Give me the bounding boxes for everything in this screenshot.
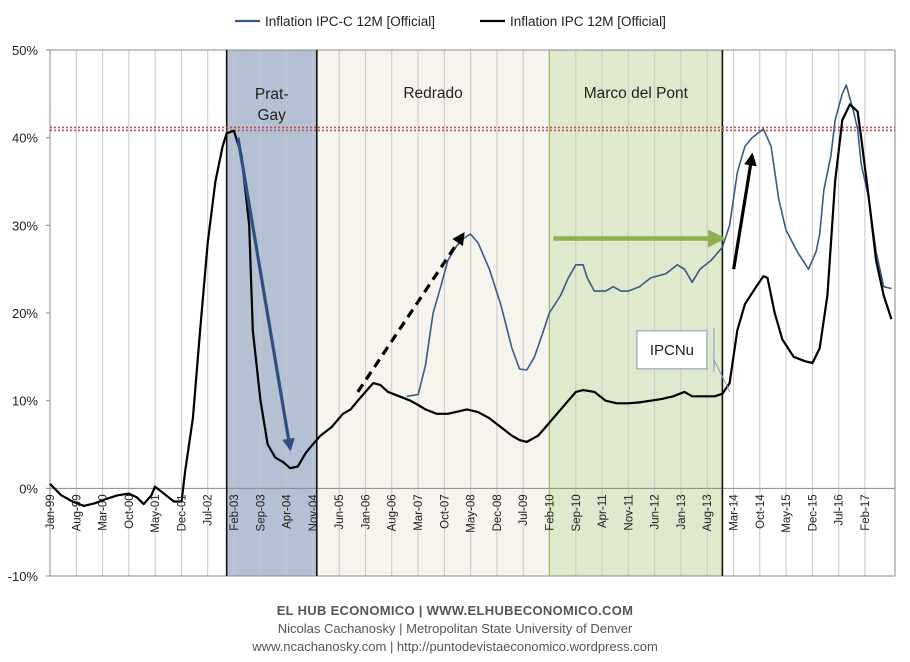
x-tick-label: Feb-10 xyxy=(544,494,556,530)
legend-label: Inflation IPC 12M [Official] xyxy=(510,14,666,29)
x-tick-label: Jul-02 xyxy=(203,494,215,525)
x-tick-label: Apr-04 xyxy=(282,494,294,529)
x-tick-label: Oct-14 xyxy=(755,494,767,529)
x-tick-label: Mar-14 xyxy=(729,494,741,531)
x-tick-label: Nov-11 xyxy=(623,494,635,530)
footer-author: Nicolas Cachanosky | Metropolitan State … xyxy=(277,621,633,636)
x-axis-labels: Jan-99 Aug-99 Mar-00 Oct-00 May-01 Dec-01 Jul-… xyxy=(45,494,872,533)
period-label: Prat-Prat-Gay xyxy=(255,86,289,103)
x-tick-label: Nov-04 xyxy=(308,494,320,532)
x-tick-label: Jul-16 xyxy=(834,494,846,525)
legend: Inflation IPC-C 12M [Official] Inflation … xyxy=(235,14,666,29)
y-tick-label: -10% xyxy=(8,569,39,584)
x-tick-label: Mar-07 xyxy=(413,494,425,530)
x-tick-label: Oct-00 xyxy=(124,494,136,529)
period-label: Marco del Pont xyxy=(584,85,689,102)
x-tick-label: Dec-01 xyxy=(176,494,188,531)
y-tick-label: 30% xyxy=(12,218,38,233)
x-tick-label: Apr-11 xyxy=(597,494,609,528)
x-tick-label: Sep-03 xyxy=(255,494,267,531)
x-tick-label: Aug-13 xyxy=(702,494,714,531)
x-tick-label: Jan-13 xyxy=(676,494,688,529)
plot-frame xyxy=(46,49,896,577)
y-tick-label: 10% xyxy=(12,394,38,409)
y-tick-label: 50% xyxy=(12,43,38,58)
x-tick-label: Dec-08 xyxy=(492,494,504,531)
trend-arrow xyxy=(236,137,295,452)
x-tick-label: Jun-05 xyxy=(334,494,346,529)
trend-arrow xyxy=(356,231,465,393)
series-lines xyxy=(49,84,893,507)
series-line xyxy=(406,84,892,398)
ipcnu-callout-line xyxy=(713,359,731,393)
x-tick-label: Sep-10 xyxy=(571,494,583,531)
reference-line-group xyxy=(50,126,895,132)
footer-links: www.ncachanosky.com | http://puntodevist… xyxy=(252,639,658,654)
x-tick-label: May-08 xyxy=(466,494,478,532)
period-label: Gay xyxy=(258,107,287,124)
x-tick-label: Jan-06 xyxy=(360,494,372,529)
x-tick-label: Mar-00 xyxy=(98,494,110,530)
x-tick-label: Jan-99 xyxy=(45,494,57,529)
y-axis-labels: -10% 0% 10% 20% 30% 40% 50% xyxy=(8,43,39,584)
x-tick-label: Feb-17 xyxy=(860,494,872,530)
x-tick-label: Feb-03 xyxy=(229,494,241,530)
annotation-arrows xyxy=(236,137,757,452)
x-tick-label: Aug-99 xyxy=(71,494,83,531)
x-tick-label: Aug-06 xyxy=(387,494,399,531)
y-tick-label: 0% xyxy=(19,481,38,496)
x-tick-label: Oct-07 xyxy=(439,494,451,529)
y-tick-label: 40% xyxy=(12,131,38,146)
x-tick-label: Dec-15 xyxy=(807,494,819,531)
inflation-chart: IPCNu -10% 0% 10% 20% 30% 40% 50% Jan-99 Aug-99… xyxy=(8,14,896,584)
period-labels: Prat-Prat-Gay Gay Redrado Marco del Pont xyxy=(255,85,689,124)
x-tick-label: May-01 xyxy=(150,494,162,532)
trend-arrow xyxy=(732,152,757,270)
annotation-boxes: IPCNu xyxy=(636,327,731,393)
x-tick-label: Jun-12 xyxy=(650,494,662,529)
legend-label: Inflation IPC-C 12M [Official] xyxy=(265,14,435,29)
footer-brand: EL HUB ECONOMICO | WWW.ELHUBECONOMICO.CO… xyxy=(276,603,634,618)
x-tick-label: Jul-09 xyxy=(518,494,530,525)
series-line xyxy=(49,103,893,507)
x-tick-label: May-15 xyxy=(781,494,793,532)
period-label: Redrado xyxy=(403,85,462,102)
y-tick-label: 20% xyxy=(12,306,38,321)
ipcnu-label: IPCNu xyxy=(650,342,694,359)
ipcnu-box xyxy=(636,330,708,370)
